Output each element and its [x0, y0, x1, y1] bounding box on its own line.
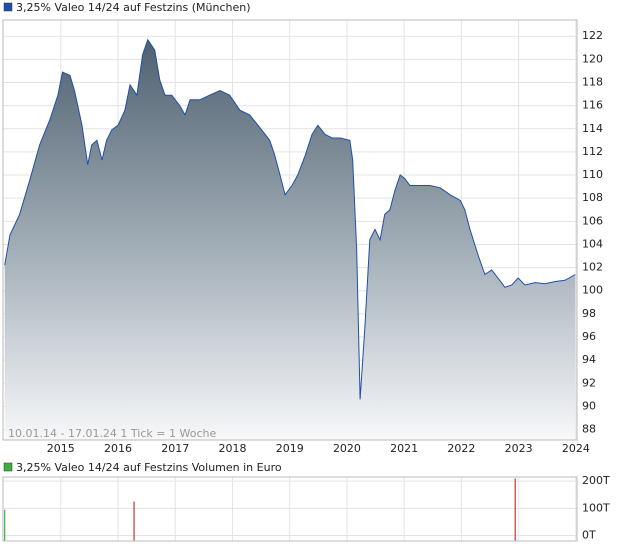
footnote: 10.01.14 - 17.01.24 1 Tick = 1 Woche	[8, 427, 216, 440]
y-tick-label: 0T	[582, 529, 596, 542]
y-tick-label: 94	[582, 353, 596, 366]
x-tick-label: 2023	[505, 442, 533, 455]
y-tick-label: 122	[582, 29, 603, 42]
x-tick-label: 2017	[161, 442, 189, 455]
y-tick-label: 110	[582, 168, 603, 181]
y-tick-label: 100	[582, 284, 603, 297]
y-tick-label: 96	[582, 330, 596, 343]
x-tick-label: 2021	[390, 442, 418, 455]
y-tick-label: 90	[582, 399, 596, 412]
x-tick-label: 2018	[218, 442, 246, 455]
y-tick-label: 102	[582, 261, 603, 274]
line	[4, 38, 576, 400]
y-tick-label: 120	[582, 52, 603, 65]
y-tick-label: 98	[582, 307, 596, 320]
legend-swatch	[3, 2, 13, 12]
y-tick-label: 106	[582, 214, 603, 227]
x-tick-label: 2015	[47, 442, 75, 455]
x-tick-label: 2019	[276, 442, 304, 455]
y-tick-label: 200T	[582, 474, 610, 487]
legend-swatch	[3, 462, 13, 472]
plot-frame	[2, 19, 578, 441]
y-tick-label: 112	[582, 145, 603, 158]
x-tick-label: 2016	[104, 442, 132, 455]
y-tick-label: 88	[582, 423, 596, 436]
area	[4, 39, 576, 440]
x-tick-label: 2024	[562, 442, 590, 455]
y-tick-label: 100T	[582, 501, 610, 514]
y-tick-label: 114	[582, 122, 603, 135]
y-tick-label: 92	[582, 376, 596, 389]
chart-title: 3,25% Valeo 14/24 auf Festzins (München)	[16, 1, 251, 14]
plot-frame	[2, 476, 578, 542]
volume-title: 3,25% Valeo 14/24 auf Festzins Volumen i…	[16, 461, 282, 474]
x-tick-label: 2020	[333, 442, 361, 455]
y-tick-label: 104	[582, 237, 603, 250]
y-tick-label: 118	[582, 75, 603, 88]
x-tick-label: 2022	[447, 442, 475, 455]
y-tick-label: 116	[582, 99, 603, 112]
y-tick-label: 108	[582, 191, 603, 204]
